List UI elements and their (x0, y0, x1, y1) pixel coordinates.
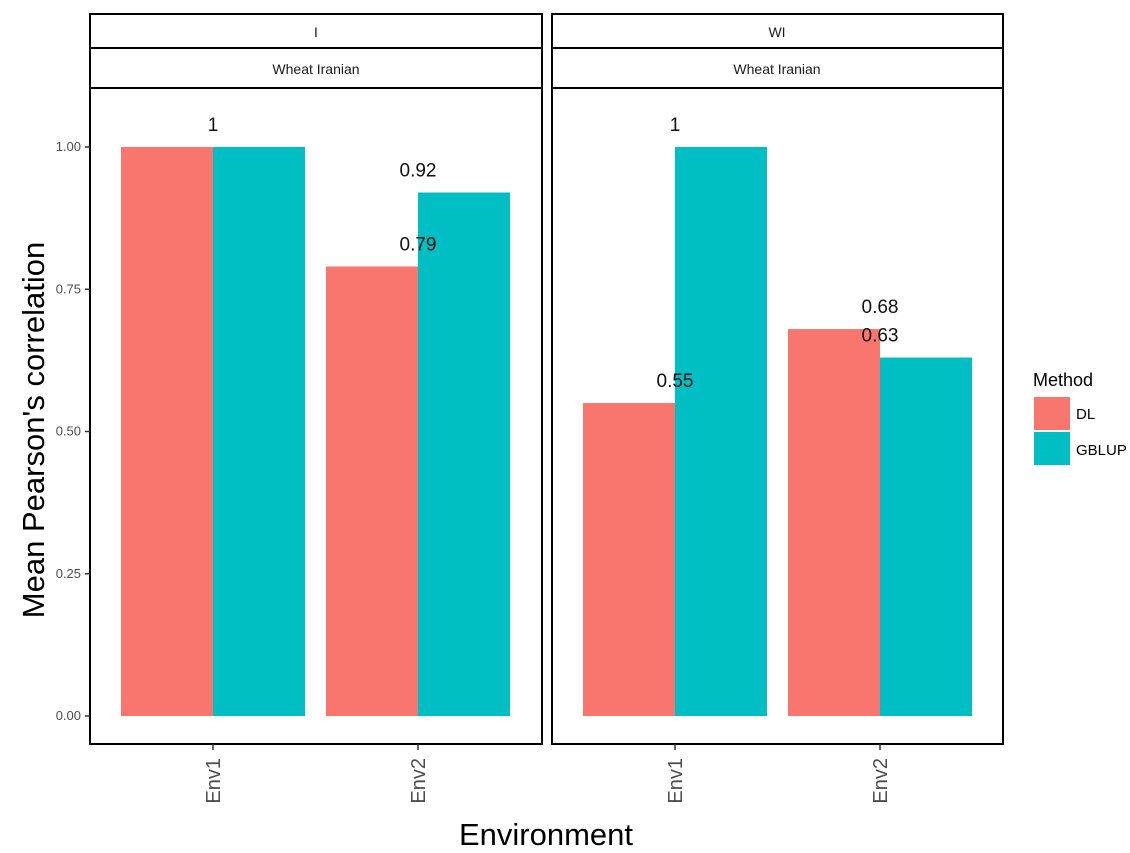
x-tick-label: Env1 (665, 758, 687, 804)
bar-dl (326, 266, 418, 716)
bar-dl (788, 329, 880, 716)
legend: Method DL GBLUP (1033, 370, 1127, 465)
x-tick-label: Env1 (203, 758, 225, 804)
bar-gblup (880, 357, 972, 716)
facet-strip-bottom (89, 47, 543, 89)
y-tick-label: 0.50 (56, 424, 81, 439)
data-labels-layer: 1 0.79 0.92 0.55 1 0.68 0.63 (208, 115, 899, 392)
data-label: 0.63 (862, 326, 899, 347)
facet-strip-top-label: I (314, 24, 318, 40)
bar-dl (583, 403, 675, 716)
legend-label-dl: DL (1076, 406, 1095, 423)
y-tick-label: 0.25 (56, 566, 81, 581)
data-label: 0.55 (657, 371, 694, 392)
data-label: 0.79 (400, 234, 437, 255)
facet-strip-top-label: WI (768, 24, 785, 40)
y-tick-label: 1.00 (56, 139, 81, 154)
bars-layer (121, 147, 972, 716)
facet-strip-top (551, 13, 1004, 49)
bar-dl (121, 147, 213, 716)
facet-strip-bottom (551, 47, 1004, 89)
facet-strip-top (89, 13, 543, 49)
legend-title: Method (1033, 370, 1093, 390)
data-label: 1 (208, 115, 219, 136)
y-axis-title: Mean Pearson's correlation (16, 242, 51, 618)
data-label: 1 (670, 115, 681, 136)
x-tick-label: Env2 (408, 758, 430, 804)
bar-gblup (418, 192, 510, 716)
y-axis: 0.00 0.25 0.50 0.75 1.00 (56, 139, 90, 723)
data-label: 0.68 (862, 297, 899, 318)
legend-label-gblup: GBLUP (1076, 442, 1127, 459)
x-tick-label: Env2 (870, 758, 892, 804)
data-label: 0.92 (400, 161, 437, 182)
y-tick-label: 0.00 (56, 708, 81, 723)
y-tick-label: 0.75 (56, 281, 81, 296)
legend-swatch-dl (1034, 397, 1070, 430)
bar-gblup (675, 147, 767, 716)
legend-swatch-gblup (1034, 432, 1070, 465)
x-axis: Env1 Env2 Env1 Env2 (203, 744, 892, 804)
x-axis-title: Environment (459, 817, 633, 852)
bar-gblup (213, 147, 305, 716)
facet-strip-bottom-label: Wheat Iranian (272, 61, 359, 77)
facet-strip-bottom-label: Wheat Iranian (733, 61, 820, 77)
